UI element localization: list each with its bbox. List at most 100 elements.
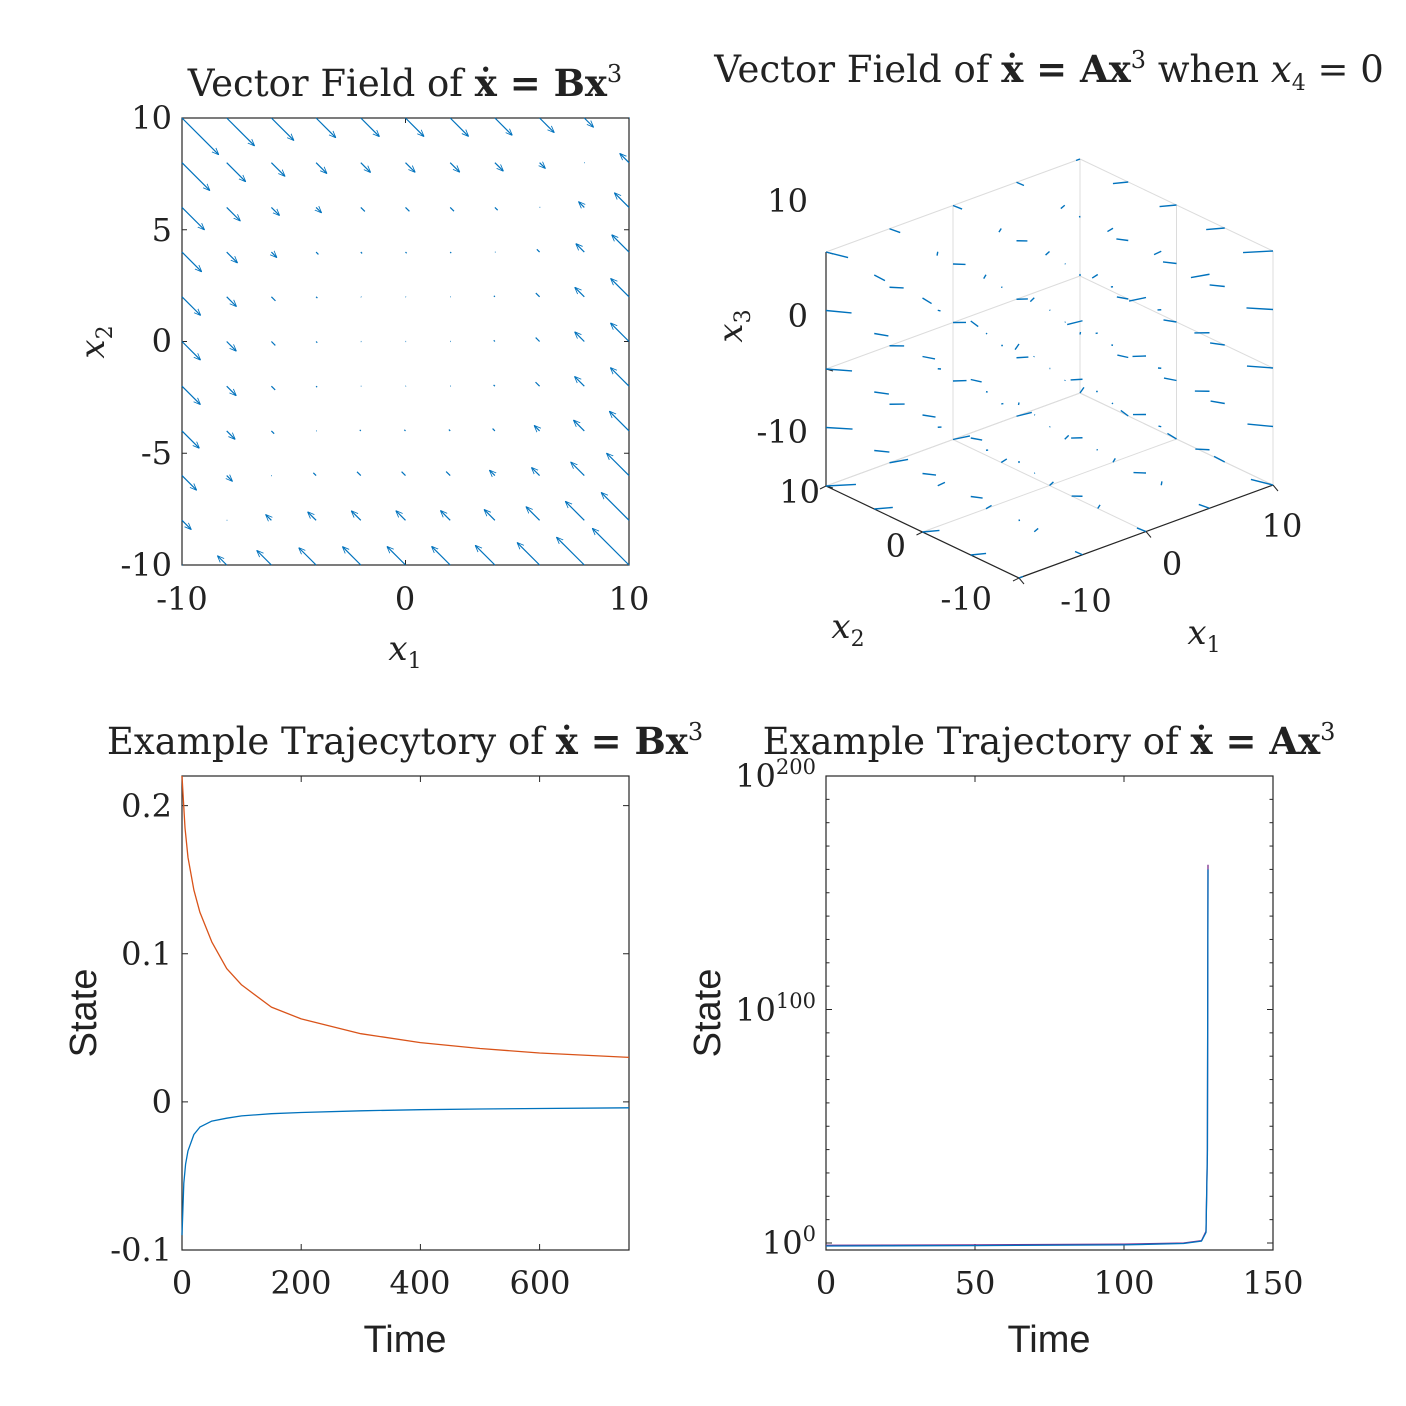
quiver-arrow [360,206,366,212]
quiver-arrow [576,244,585,253]
quiver-arrow [343,547,362,566]
quiver-arrows [181,117,630,566]
x-tick-labels: -10 0 10 [156,580,649,618]
quiver-arrow [874,506,893,510]
quiver-arrow [226,206,240,220]
quiver-arrow [270,341,276,346]
y-tick-label: -10 [940,580,992,618]
quiver-arrow [998,228,1002,233]
x-axis-label: Time [363,1319,446,1361]
series-line [825,869,1209,1247]
quiver-arrow [484,510,496,521]
quiver-arrow [493,295,496,298]
quiver-arrow [1045,250,1050,256]
y-tick-label: 5 [152,211,172,249]
z-tick-label: -10 [756,413,808,451]
quiver-arrow [271,252,276,257]
quiver-arrow [299,548,317,566]
quiver-arrow [181,296,200,315]
quiver-arrow [1049,481,1054,487]
quiver-arrow [493,339,496,342]
series-line [181,775,630,1059]
quiver-arrow [970,437,983,441]
y-tick [1012,577,1020,582]
quiver-arrow [226,162,246,182]
quiver-arrow [1210,342,1225,346]
tick-marks [181,117,630,566]
quiver-arrow [922,472,937,476]
quiver-arrow [493,384,496,387]
quiver-arrow [1213,455,1226,463]
quiver-arrow [490,471,495,476]
quiver-arrow [1029,297,1035,303]
y-tick-label: 0.2 [121,787,172,825]
quiver-arrow [405,117,424,136]
quiver-arrow [1247,423,1274,428]
quiver-arrow [270,430,275,435]
x-tick [1272,484,1279,492]
x-tick-label: 0 [172,1264,192,1302]
quiver-arrow [536,248,541,253]
quiver-arrow [448,429,451,432]
quiver-arrow [611,279,630,298]
quiver-arrow [1159,204,1177,208]
quiver-arrow [1067,320,1083,326]
quiver-arrow [983,274,987,279]
quiver-arrow [226,296,236,306]
quiver-arrow [315,341,318,344]
quiver-arrow [574,420,585,432]
x-tick-label: 0 [1162,545,1182,583]
quiver-arrow [571,462,585,477]
quiver-arrow [494,117,512,135]
quiver-arrow [540,163,545,168]
quiver-arrow [557,538,585,566]
quiver-arrow [449,251,452,254]
x-tick-label: 200 [270,1264,331,1302]
quiver-arrow [308,512,317,521]
quiver-arrow [1033,527,1039,533]
quiver-arrow [226,251,237,262]
quiver-arrow [1120,409,1129,417]
y-tick-label: 10100 [735,989,816,1029]
x-tick-labels: 0 50 100 150 [816,1264,1304,1302]
quiver-arrow [575,377,585,387]
chart-title: Example Trajectory of ẋ = Ax3 [763,718,1336,763]
quiver-arrow [360,117,379,136]
quiver-arrow [315,251,319,255]
chart-title: Example Trajecytory of ẋ = Bx3 [107,718,703,763]
quiver-arrow [1162,261,1177,265]
quiver-arrow [227,476,232,481]
quiver-arrow [1112,458,1116,463]
quiver-arrow [1158,425,1162,428]
quiver-arrow [1016,356,1029,359]
y-tick-label: 0 [886,527,906,565]
panel-quiver-3d: Vector Field of ẋ = Ax3 when x4 = 0 10 0… [711,46,1384,658]
x-axis-label: x1 [1187,613,1220,658]
x-axis-label: Time [1007,1319,1090,1361]
y-axis-label: State [63,969,105,1058]
quiver-arrow [611,368,630,387]
plot-area [825,775,1274,1251]
quiver-arrow [359,429,362,432]
quiver-arrow [936,251,939,256]
quiver-arrow [494,206,499,211]
quiver-arrow [889,458,909,464]
x-axis-label: x1 [388,629,421,674]
quiver-arrow [270,117,293,140]
quiver-arrow [405,162,415,172]
quiver-arrow [575,332,585,342]
quiver-arrow [526,507,541,521]
quiver-arrow [1064,434,1070,440]
quiver-arrow [922,355,936,360]
x-tick-label: 10 [1262,507,1303,545]
z-tick-label: 0 [788,297,808,335]
z-tick-label: 10 [767,182,808,220]
quiver-arrow [825,483,856,487]
quiver-arrow [610,412,630,432]
y-tick-label: 10 [131,99,172,137]
quiver-arrow [403,429,406,432]
quiver-arrow [937,481,946,487]
quiver-arrow [825,368,853,372]
quiver-arrow [270,206,279,215]
quiver-arrow [270,385,276,391]
